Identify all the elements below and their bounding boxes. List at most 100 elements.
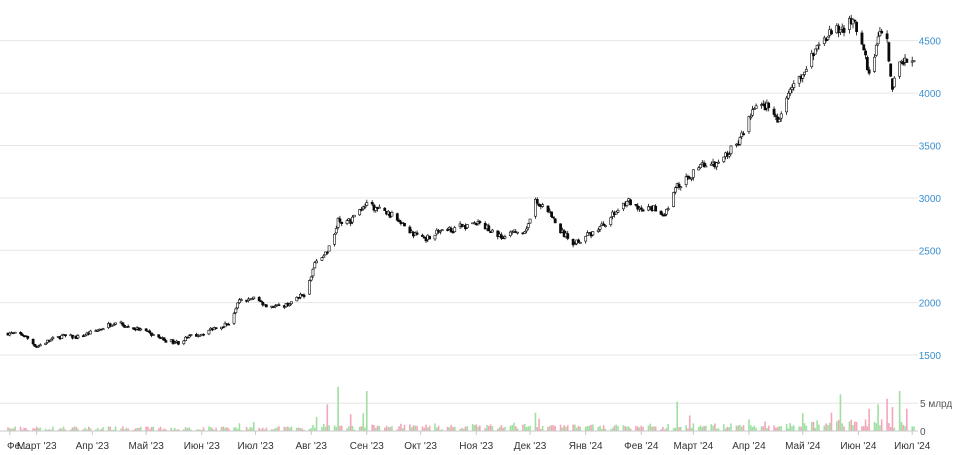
volume-bar [235,427,237,431]
volume-bar [868,408,870,431]
candle-body [625,200,629,206]
volume-bar [565,426,567,431]
volume-bar [638,427,641,431]
volume-bar [902,424,905,431]
volume-bar [190,429,192,431]
candle-body [446,229,449,231]
volume-bar [852,425,854,431]
volume-bar [626,426,628,431]
candle-body [273,305,277,308]
candle-body [114,322,118,325]
volume-bar [283,426,286,431]
volume-bar [904,426,906,431]
candle-body [690,177,693,180]
volume-bar [893,427,896,431]
candle-body [772,108,776,115]
candle-body [596,229,600,232]
volume-bar [541,425,544,431]
time-tick-label: Март '23 [17,441,57,452]
volume-bar [837,419,840,431]
candle-body [604,225,607,227]
volume-bar [875,423,878,431]
candle-body [370,202,374,205]
volume-bar [764,421,766,431]
candle-body [885,33,889,40]
volume-bar [163,428,165,431]
candle-body [232,313,236,324]
volume-bar [685,425,687,431]
volume-bar [120,428,122,431]
volume-bar [574,424,576,431]
candle-body [449,227,453,233]
candle-body [408,226,412,234]
candle-body [60,335,64,339]
candle-body [334,228,338,234]
candle-body [76,335,80,339]
volume-bar [461,427,463,431]
volume-bar [839,394,842,431]
candle-body [801,74,805,79]
volume-bar [82,429,85,431]
volume-bar [830,412,833,431]
volume-bar [100,429,103,431]
volume-tick-label: 5 млрд [920,399,952,410]
volume-bar [836,421,838,431]
candle-body [862,44,866,51]
candle-body [788,88,792,94]
time-tick-label: Июн '24 [840,441,876,452]
candle-body [234,308,238,313]
volume-bar [488,425,490,431]
volume-bar [753,425,756,431]
candle-body [151,334,155,336]
candle-body [132,327,135,330]
volume-bar [780,426,783,431]
candle-body [898,61,902,77]
volume-bar [663,429,666,431]
candle-body [360,208,363,211]
volume-bar [95,429,97,431]
time-tick-label: Фе… [7,441,30,452]
candle-body [290,301,293,304]
volume-bar [500,425,503,431]
candle-body [164,340,168,343]
volume-bar [588,425,591,431]
volume-bar [496,428,499,431]
volume-bar [749,424,752,431]
candle-body [173,342,177,344]
volume-bar [287,426,289,431]
volume-bar [602,425,605,431]
candle-body [659,210,663,215]
volume-bar [864,419,867,431]
candle-body [252,296,256,299]
volume-bar [604,428,607,431]
candle-body [751,109,754,116]
volume-bar [321,427,323,431]
volume-bar [238,423,241,431]
candle-body [754,105,758,109]
candle-body [410,230,414,233]
volume-bar [672,428,675,431]
volume-bar [818,424,820,431]
volume-bar [197,429,199,431]
volume-bar [249,427,251,431]
volume-bar [776,427,779,431]
candle-body [672,192,675,207]
volume-bar [59,428,61,431]
volume-bar [437,425,440,431]
volume-bar [208,426,210,431]
volume-bar [486,424,488,431]
volume-bar [798,426,800,431]
volume-bar [12,428,15,431]
candle-body [747,116,751,132]
candle-body [526,223,530,228]
candle-body [33,344,37,347]
volume-bar [69,429,72,431]
volume-bar [552,425,555,431]
time-axis: Фе…Март '23 Апр '23 Май '23 Июн '23 Июл '23 А… [7,431,931,452]
volume-bar [150,427,153,431]
volume-bar [674,427,677,431]
volume-bar [35,426,38,431]
volume-bar [39,427,42,431]
volume-bar [147,426,149,431]
candle-body [101,328,105,330]
